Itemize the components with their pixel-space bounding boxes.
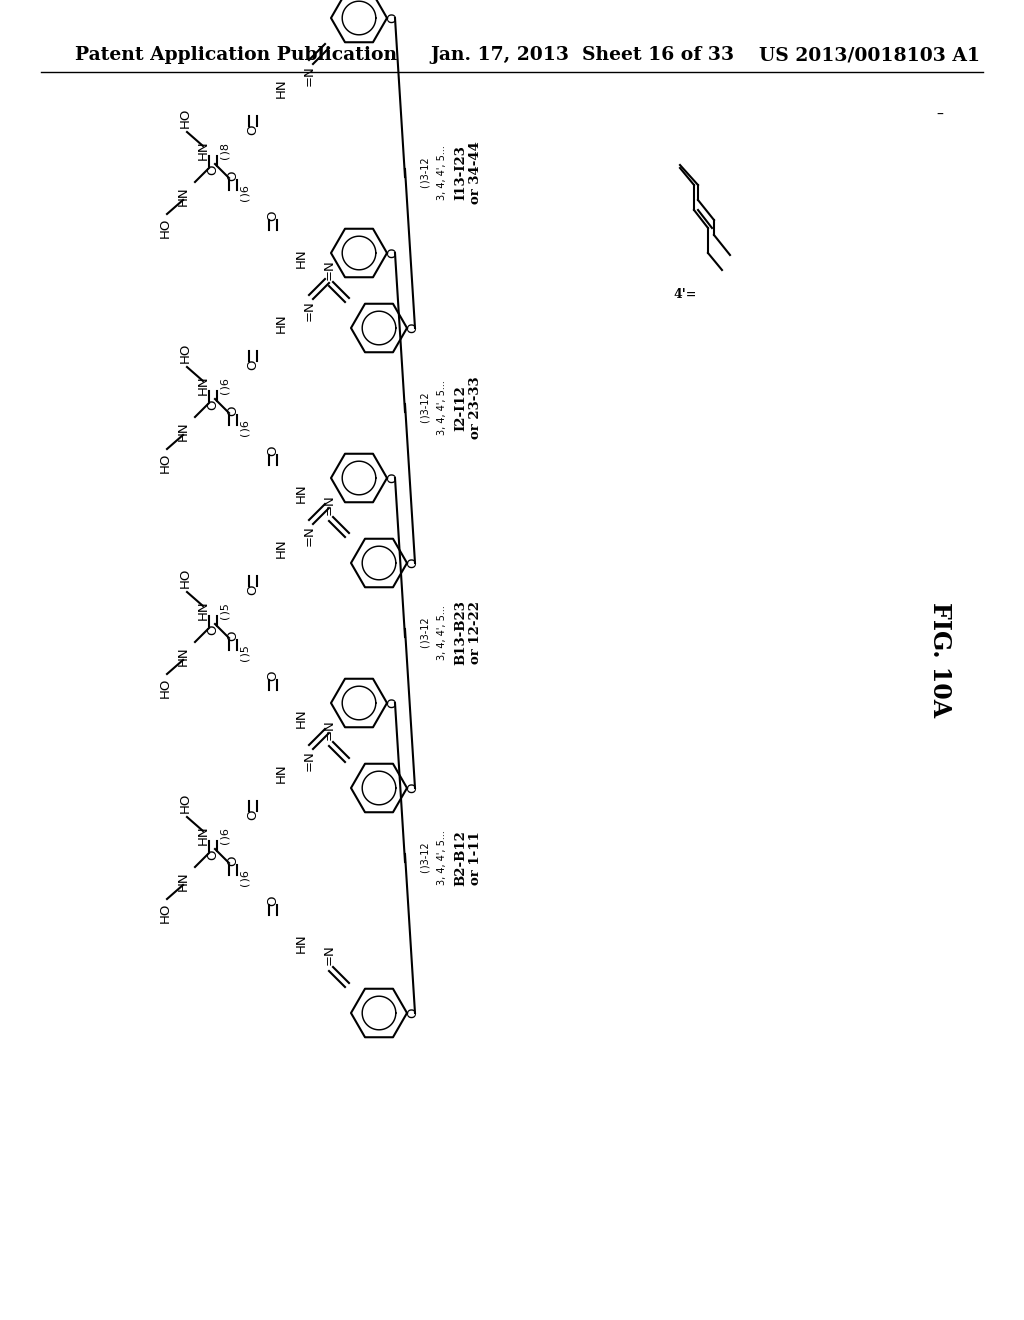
- Text: HN: HN: [176, 647, 189, 665]
- Text: O: O: [207, 400, 219, 411]
- Text: HO: HO: [178, 793, 191, 813]
- Text: O: O: [266, 671, 280, 681]
- Text: O: O: [407, 1007, 420, 1018]
- Text: HN: HN: [197, 375, 210, 395]
- Text: =N: =N: [323, 260, 336, 280]
- Text: O: O: [226, 855, 240, 866]
- Text: O: O: [226, 170, 240, 181]
- Text: ( )3-12: ( )3-12: [421, 618, 431, 648]
- Text: ( )3-12: ( )3-12: [421, 392, 431, 424]
- Text: =N: =N: [302, 525, 315, 546]
- Text: HN: HN: [295, 248, 307, 268]
- Text: O: O: [386, 698, 399, 709]
- Text: HN: HN: [176, 186, 189, 206]
- Text: =N: =N: [323, 719, 336, 741]
- Text: O: O: [207, 850, 219, 861]
- Text: O: O: [247, 125, 259, 135]
- Text: ( )5: ( )5: [221, 603, 231, 620]
- Text: HO: HO: [178, 108, 191, 128]
- Text: –: –: [937, 108, 943, 121]
- Text: O: O: [226, 405, 240, 416]
- Text: HO: HO: [159, 903, 171, 923]
- Text: HO: HO: [178, 343, 191, 363]
- Text: O: O: [247, 809, 259, 820]
- Text: HO: HO: [178, 568, 191, 589]
- Text: Patent Application Publication: Patent Application Publication: [75, 46, 397, 63]
- Text: HO: HO: [159, 453, 171, 473]
- Text: 3, 4, 4', 5...: 3, 4, 4', 5...: [437, 380, 447, 436]
- Text: ( )3-12: ( )3-12: [421, 157, 431, 189]
- Text: ( )6: ( )6: [221, 379, 231, 396]
- Text: O: O: [266, 446, 280, 457]
- Text: HN: HN: [197, 825, 210, 845]
- Text: HN: HN: [176, 421, 189, 441]
- Text: ( )3-12: ( )3-12: [421, 842, 431, 874]
- Text: O: O: [266, 896, 280, 907]
- Text: B13-B23
or 12-22: B13-B23 or 12-22: [454, 601, 482, 665]
- Text: ( )6: ( )6: [241, 421, 251, 437]
- Text: =N: =N: [302, 66, 315, 86]
- Text: Jan. 17, 2013  Sheet 16 of 33: Jan. 17, 2013 Sheet 16 of 33: [430, 46, 734, 63]
- Text: O: O: [247, 585, 259, 595]
- Text: O: O: [247, 360, 259, 370]
- Text: 3, 4, 4', 5...: 3, 4, 4', 5...: [437, 830, 447, 886]
- Text: ( )6: ( )6: [241, 186, 251, 202]
- Text: HN: HN: [197, 140, 210, 160]
- Text: =N: =N: [323, 495, 336, 515]
- Text: I2-I12
or 23-33: I2-I12 or 23-33: [454, 376, 482, 440]
- Text: O: O: [386, 248, 399, 259]
- Text: O: O: [207, 624, 219, 635]
- Text: US 2013/0018103 A1: US 2013/0018103 A1: [759, 46, 980, 63]
- Text: O: O: [386, 13, 399, 24]
- Text: HN: HN: [274, 313, 288, 333]
- Text: =N: =N: [323, 945, 336, 965]
- Text: FIG. 10A: FIG. 10A: [928, 602, 952, 718]
- Text: HN: HN: [274, 539, 288, 558]
- Text: O: O: [407, 783, 420, 793]
- Text: HO: HO: [159, 677, 171, 698]
- Text: =N: =N: [302, 751, 315, 771]
- Text: ( )5: ( )5: [241, 645, 251, 663]
- Text: HN: HN: [295, 709, 307, 727]
- Text: 4'=: 4'=: [674, 289, 696, 301]
- Text: HN: HN: [274, 78, 288, 98]
- Text: O: O: [226, 631, 240, 642]
- Text: HN: HN: [197, 601, 210, 620]
- Text: HO: HO: [159, 218, 171, 238]
- Text: ( )8: ( )8: [221, 144, 231, 161]
- Text: I13-I23
or 34-44: I13-I23 or 34-44: [454, 141, 482, 205]
- Text: =N: =N: [302, 301, 315, 321]
- Text: 3, 4, 4', 5...: 3, 4, 4', 5...: [437, 145, 447, 201]
- Text: HN: HN: [295, 933, 307, 953]
- Text: O: O: [207, 165, 219, 176]
- Text: HN: HN: [295, 483, 307, 503]
- Text: B2-B12
or 1-11: B2-B12 or 1-11: [454, 830, 482, 886]
- Text: ( )6: ( )6: [241, 871, 251, 887]
- Text: O: O: [407, 558, 420, 568]
- Text: O: O: [386, 473, 399, 483]
- Text: HN: HN: [274, 763, 288, 783]
- Text: O: O: [407, 323, 420, 333]
- Text: 3, 4, 4', 5...: 3, 4, 4', 5...: [437, 606, 447, 660]
- Text: O: O: [266, 211, 280, 222]
- Text: ( )6: ( )6: [221, 829, 231, 845]
- Text: HN: HN: [176, 871, 189, 891]
